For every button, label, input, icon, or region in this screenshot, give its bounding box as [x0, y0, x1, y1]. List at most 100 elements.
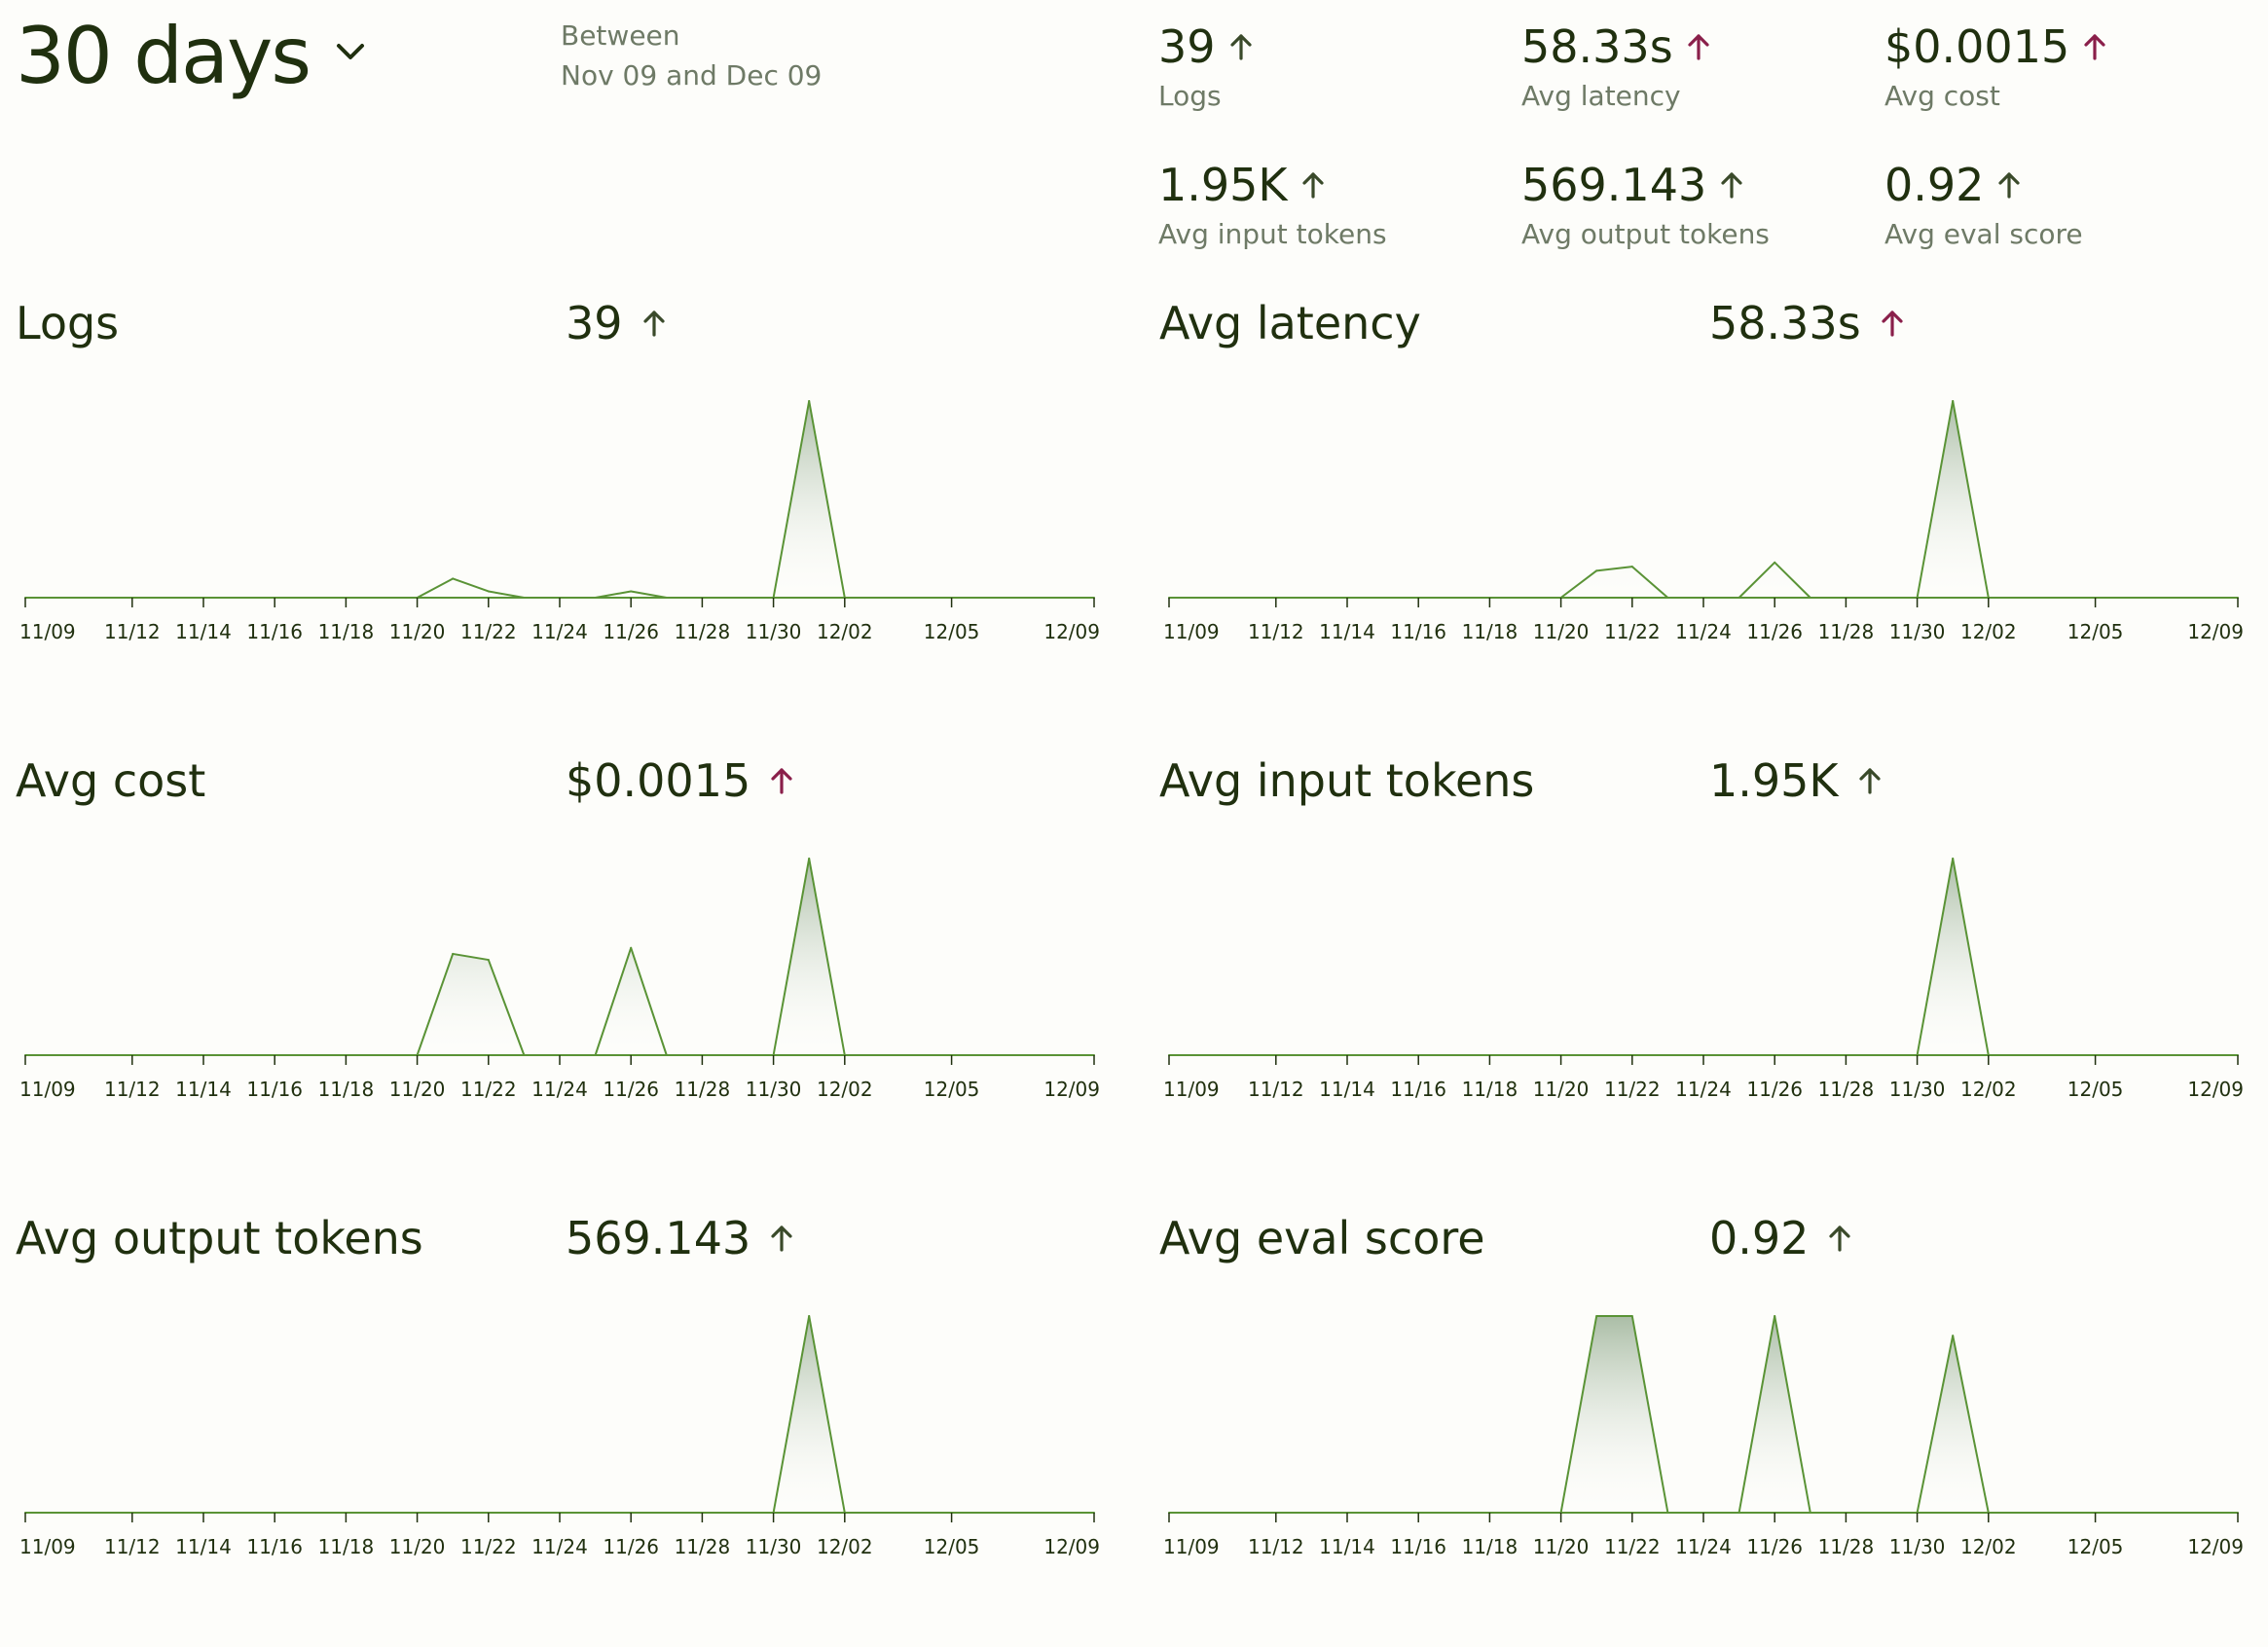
- chart-avg-input-tokens[interactable]: 11/09 11/12 11/14 11/16 11/18 11/20 11/22 11/24…: [1159, 829, 2259, 1151]
- x-tick-label: 11/24: [531, 1535, 588, 1558]
- chart-summary-row: 58.33s: [1709, 294, 1906, 352]
- x-tick-label: 11/14: [1319, 620, 1375, 643]
- chart-summary-value: 1.95K: [1709, 754, 1839, 807]
- x-tick-label: 11/12: [104, 1535, 161, 1558]
- x-tick-label: 12/05: [2067, 1535, 2124, 1558]
- chart-avg-output-tokens[interactable]: 11/09 11/12 11/14 11/16 11/18 11/20 11/22 11/24…: [16, 1287, 1116, 1608]
- chart-logs[interactable]: 11/09 11/12 11/14 11/16 11/18 11/20 11/22 11/24…: [16, 372, 1116, 693]
- x-tick-label: 11/28: [1818, 1535, 1875, 1558]
- x-tick-label: 11/30: [746, 620, 802, 643]
- x-tick-label: 11/30: [1889, 620, 1946, 643]
- chart-avg-latency[interactable]: 11/09 11/12 11/14 11/16 11/18 11/20 11/22 11/24…: [1159, 372, 2259, 693]
- x-tick-label: 12/05: [924, 1078, 980, 1101]
- x-tick-label: 11/22: [1604, 620, 1661, 643]
- x-tick-label: 12/02: [1960, 1078, 2017, 1101]
- x-tick-label: 11/26: [603, 1535, 659, 1558]
- x-tick-label: 11/20: [1533, 1078, 1590, 1101]
- x-tick-label: 11/30: [1889, 1535, 1946, 1558]
- chart-summary-row: 1.95K: [1709, 751, 1884, 810]
- stat-logs: 39 Logs: [1158, 10, 1509, 127]
- chart-avg-eval-score[interactable]: 11/09 11/12 11/14 11/16 11/18 11/20 11/22 11/24…: [1159, 1287, 2259, 1608]
- x-tick-label: 12/02: [817, 620, 873, 643]
- chart-line-segment: [487, 590, 526, 599]
- chart-panel-avg-latency: Avg latency 58.33s 11/09 11/12 11/14 11/16 11/…: [1159, 294, 2259, 732]
- chart-line-segment: [594, 590, 633, 599]
- chart-summary-value: 0.92: [1709, 1212, 1810, 1264]
- chart-line-segment: [808, 1315, 846, 1514]
- x-tick-label: 11/12: [104, 620, 161, 643]
- x-tick-label: 11/09: [19, 620, 76, 643]
- period-selector-value[interactable]: 30 days: [16, 11, 311, 101]
- arrow-up-icon: [771, 768, 792, 794]
- chevron-down-icon[interactable]: [333, 37, 368, 66]
- x-tick-label: 12/09: [1043, 1078, 1100, 1101]
- stat-avg-eval-score: 0.92 Avg eval score: [1884, 148, 2235, 265]
- chart-summary-row: 39: [566, 294, 668, 352]
- x-tick-label: 11/18: [318, 1535, 375, 1558]
- x-tick-label: 11/22: [1604, 1078, 1661, 1101]
- x-tick-label: 12/05: [2067, 1078, 2124, 1101]
- x-tick-label: 11/30: [746, 1535, 802, 1558]
- stat-label: Avg input tokens: [1158, 218, 1387, 250]
- stat-value: 58.33s: [1521, 20, 1673, 73]
- chart-panel-avg-eval-score: Avg eval score 0.92 11/09 11/12 11/14 11/16 11…: [1159, 1209, 2259, 1647]
- x-tick-label: 11/28: [675, 1078, 731, 1101]
- chart-panel-avg-output-tokens: Avg output tokens 569.143 11/09 11/12 11/14 1…: [16, 1209, 1116, 1647]
- x-tick-label: 11/14: [175, 1078, 232, 1101]
- x-tick-label: 11/20: [389, 1535, 446, 1558]
- chart-line-segment: [1952, 858, 1990, 1056]
- chart-line-segment: [1630, 566, 1669, 599]
- chart-line-segment: [416, 952, 455, 1056]
- x-tick-label: 12/09: [2187, 1078, 2244, 1101]
- x-tick-label: 11/14: [175, 1535, 232, 1558]
- x-tick-label: 11/24: [1675, 620, 1732, 643]
- x-tick-label: 11/16: [1390, 1535, 1446, 1558]
- chart-area-fill: [1169, 401, 2238, 598]
- chart-line-segment: [487, 959, 526, 1056]
- chart-summary-row: 569.143: [566, 1209, 795, 1267]
- arrow-up-icon: [1882, 311, 1903, 337]
- stat-label: Avg latency: [1521, 80, 1681, 112]
- chart-line-segment: [1738, 1315, 1776, 1514]
- arrow-up-icon: [642, 311, 665, 337]
- chart-line-segment: [630, 590, 668, 599]
- chart-line-segment: [1916, 858, 1955, 1056]
- stat-avg-input-tokens: 1.95K Avg input tokens: [1158, 148, 1509, 265]
- stat-value: 39: [1158, 20, 1216, 73]
- x-tick-label: 12/09: [1043, 620, 1100, 643]
- x-tick-label: 11/24: [531, 620, 588, 643]
- x-tick-label: 11/16: [1390, 1078, 1446, 1101]
- x-tick-label: 11/28: [675, 620, 731, 643]
- x-tick-label: 11/12: [104, 1078, 161, 1101]
- chart-line-segment: [1630, 1315, 1669, 1514]
- arrow-up-icon: [1998, 172, 2021, 199]
- x-tick-label: 11/30: [746, 1078, 802, 1101]
- chart-summary-value: 569.143: [566, 1212, 751, 1264]
- chart-line-segment: [1952, 400, 1990, 599]
- arrow-up-icon: [1721, 172, 1742, 199]
- x-tick-label: 12/05: [924, 620, 980, 643]
- x-tick-label: 11/26: [1746, 620, 1803, 643]
- x-tick-label: 11/28: [1818, 1078, 1875, 1101]
- x-tick-label: 12/02: [1960, 1535, 2017, 1558]
- arrow-up-icon: [1301, 172, 1324, 199]
- stat-label: Avg cost: [1884, 80, 2000, 112]
- chart-area-fill: [1169, 859, 2238, 1055]
- chart-line-segment: [1952, 1335, 1990, 1514]
- x-tick-label: 11/09: [1163, 1078, 1220, 1101]
- stat-avg-latency: 58.33s Avg latency: [1521, 10, 1872, 127]
- stat-value-row: 569.143: [1521, 158, 1745, 212]
- x-tick-label: 11/26: [1746, 1078, 1803, 1101]
- chart-line-segment: [772, 1315, 811, 1514]
- x-tick-label: 11/18: [1462, 1535, 1518, 1558]
- chart-panel-logs: Logs 39 11/09 11/12 11/14 11/16 11/18 11/20 11/2…: [16, 294, 1116, 732]
- x-tick-label: 11/20: [389, 620, 446, 643]
- chart-line-segment: [452, 952, 490, 962]
- chart-line-segment: [1738, 561, 1776, 599]
- chart-area-fill: [25, 401, 1094, 598]
- x-tick-label: 11/28: [675, 1535, 731, 1558]
- stat-value: 569.143: [1521, 159, 1707, 211]
- chart-avg-cost[interactable]: 11/09 11/12 11/14 11/16 11/18 11/20 11/22 11/24…: [16, 829, 1116, 1151]
- x-tick-label: 11/16: [246, 620, 303, 643]
- x-tick-label: 11/18: [1462, 620, 1518, 643]
